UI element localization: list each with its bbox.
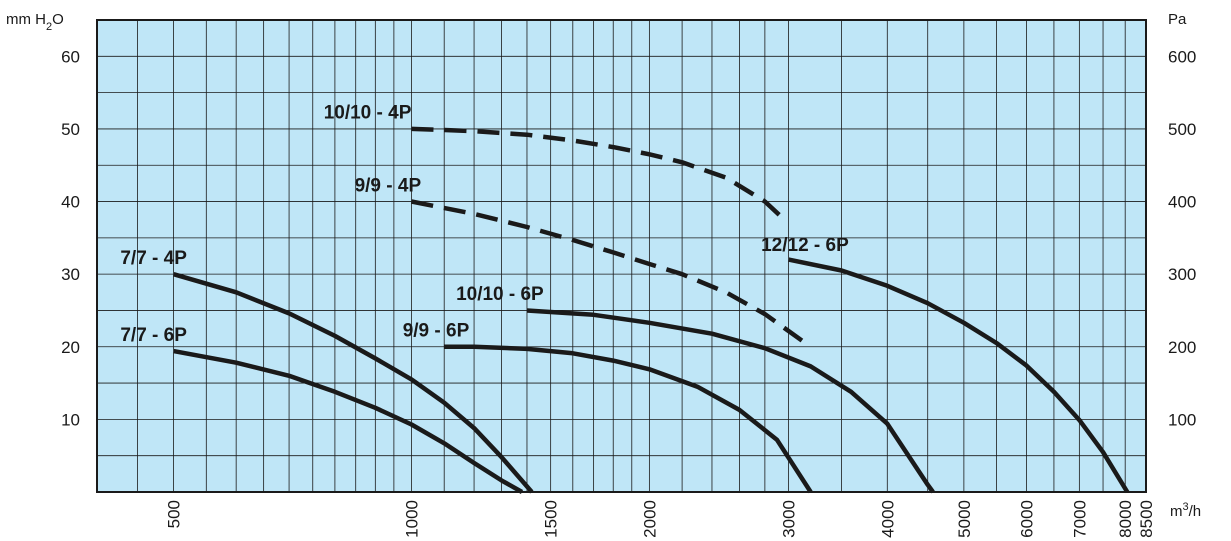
y-left-tick-label: 20 (61, 338, 80, 357)
x-tick-label: 8000 (1116, 500, 1135, 538)
x-axis-unit: m3/h (1170, 501, 1201, 520)
y-left-tick-label: 40 (61, 193, 80, 212)
curve-label: 10/10 - 4P (324, 103, 412, 124)
curve-label: 9/9 - 4P (355, 175, 422, 196)
x-tick-label: 500 (165, 500, 184, 528)
y-right-tick-label: 100 (1168, 410, 1196, 429)
y-left-tick-label: 50 (61, 120, 80, 139)
y-right-tick-label: 500 (1168, 120, 1196, 139)
x-tick-label: 6000 (1018, 500, 1037, 538)
plot-frame (96, 19, 1147, 493)
x-tick-label: 1000 (403, 500, 422, 538)
curve-9-9-4p (411, 199, 813, 349)
curve-label: 7/7 - 4P (120, 248, 187, 269)
curve-label: 12/12 - 6P (761, 235, 849, 256)
curve-label: 7/7 - 6P (120, 325, 187, 346)
x-tick-label: 7000 (1070, 500, 1089, 538)
x-tick-label: 4000 (878, 500, 897, 538)
y-left-tick-label: 10 (61, 410, 80, 429)
curve-label: 10/10 - 6P (456, 284, 544, 305)
curve-label: 9/9 - 6P (403, 321, 470, 342)
curve-12-12-6p (788, 257, 1130, 494)
grid (97, 20, 1146, 492)
x-tick-label: 3000 (780, 500, 799, 538)
curve-7-7-4p (172, 272, 534, 494)
y-axis-right-unit: Pa (1168, 11, 1187, 28)
x-tick-label: 2000 (640, 500, 659, 538)
y-left-tick-label: 60 (61, 47, 80, 66)
tick-labels: 10 20 30 40 50 60 100 200 300 400 500 600 500 1000 150… (61, 47, 1196, 538)
curve-labels: 7/7 - 6P 7/7 - 4P 9/9 - 6P 10/10 - 6P 12/12 … (120, 103, 849, 346)
y-right-tick-label: 600 (1168, 47, 1196, 66)
x-tick-label: 5000 (955, 500, 974, 538)
x-tick-label: 1500 (542, 500, 561, 538)
y-right-tick-label: 300 (1168, 265, 1196, 284)
curve-10-10-6p (526, 308, 935, 494)
y-right-tick-label: 400 (1168, 193, 1196, 212)
y-right-tick-label: 200 (1168, 338, 1196, 357)
x-tick-label: 8500 (1137, 500, 1156, 538)
y-left-tick-label: 30 (61, 265, 80, 284)
curves (172, 126, 1130, 494)
curve-10-10-4p (411, 126, 785, 220)
y-axis-left-unit: mm H2O (6, 11, 64, 33)
curve-7-7-6p (173, 348, 524, 494)
curve-9-9-6p (444, 344, 813, 494)
